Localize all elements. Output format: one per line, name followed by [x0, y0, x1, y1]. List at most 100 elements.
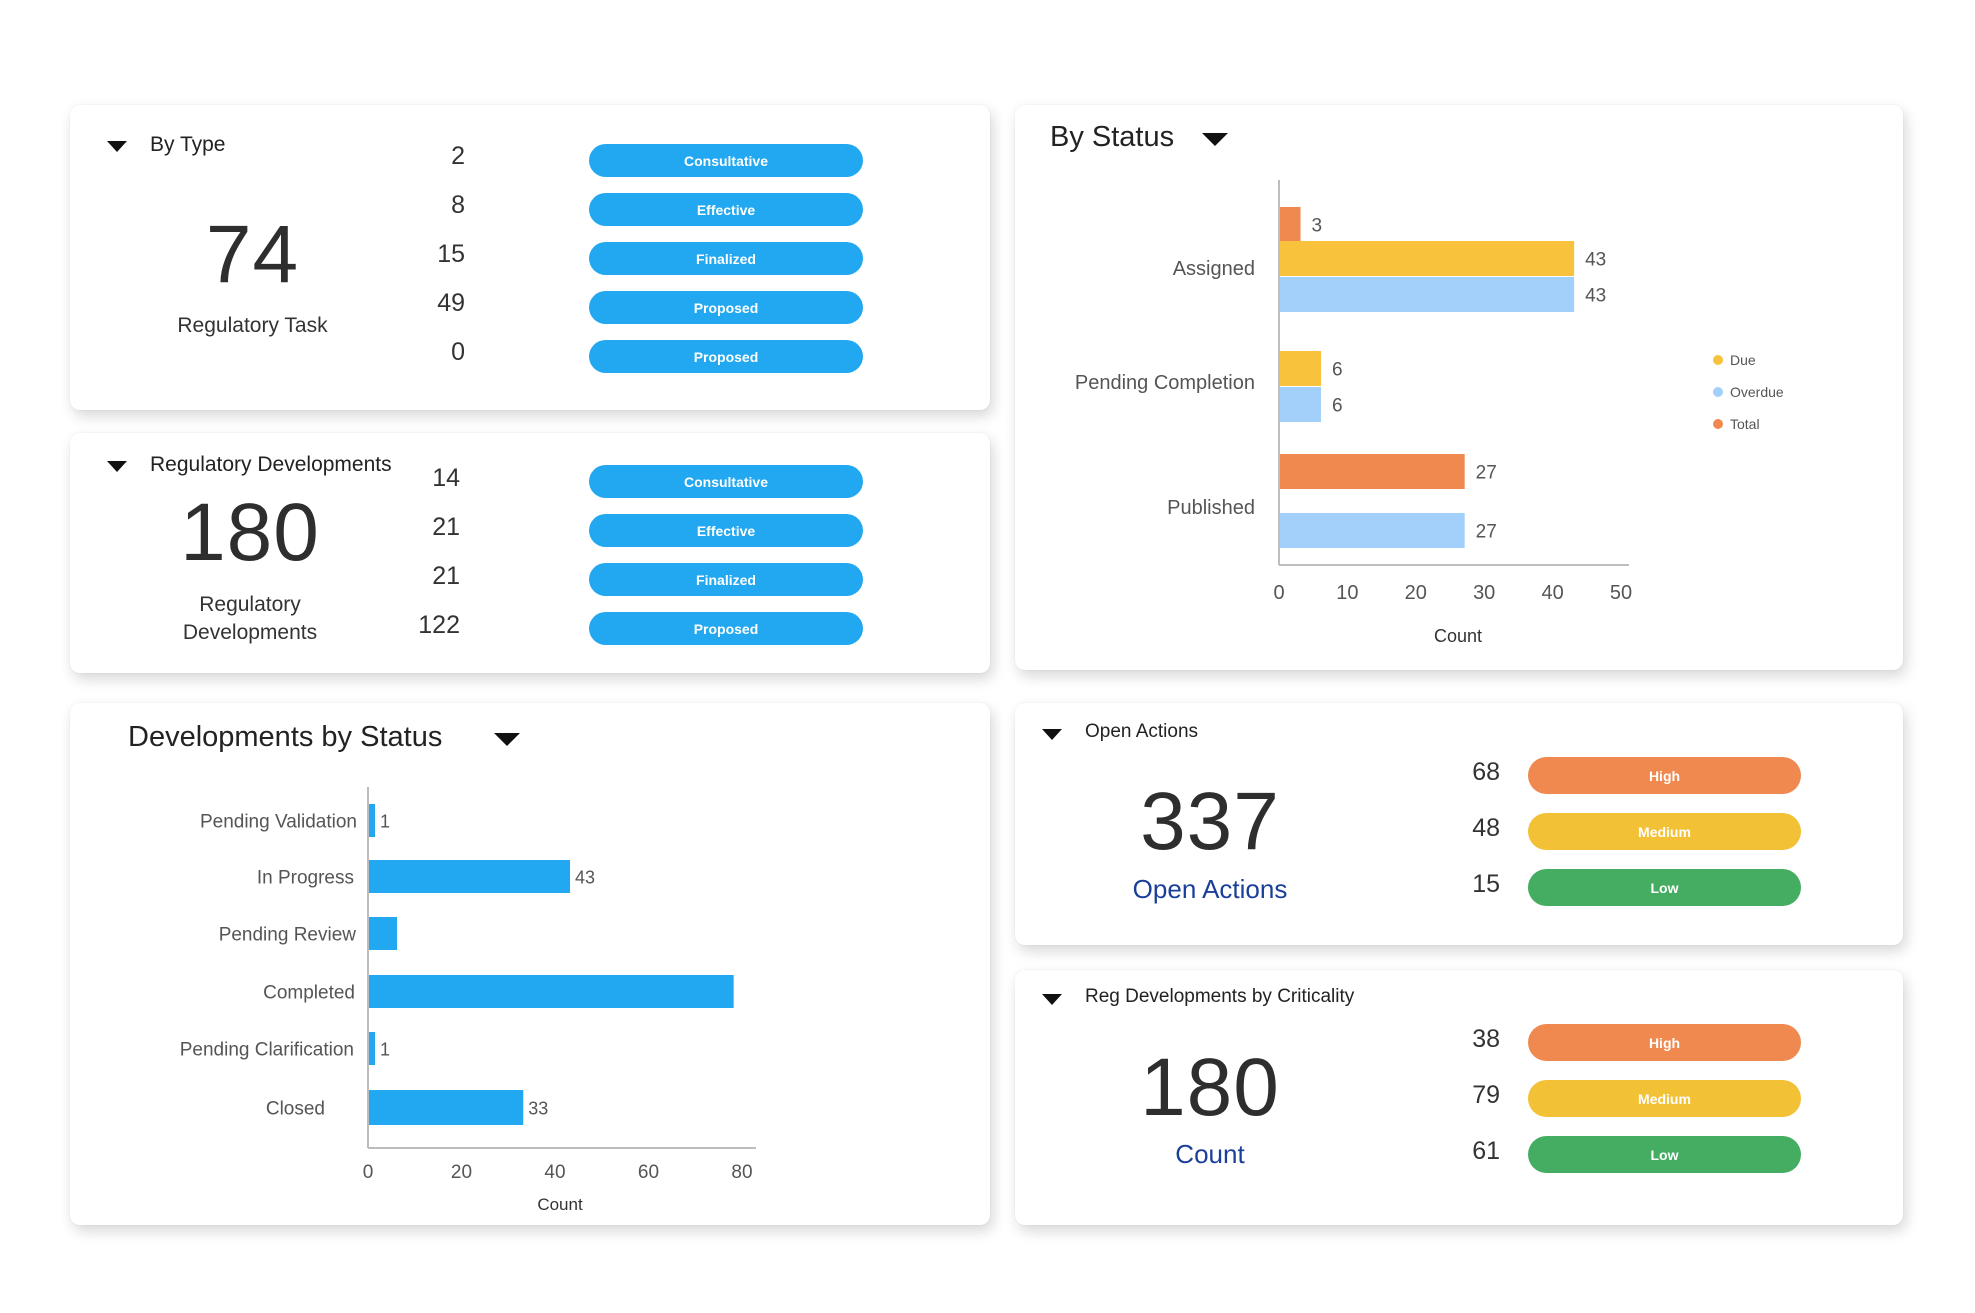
- row-count: 2: [451, 142, 465, 170]
- collapse-caret-icon[interactable]: [1042, 729, 1062, 740]
- x-tick-label: 50: [1610, 582, 1632, 604]
- row-count: 15: [1472, 870, 1500, 898]
- y-tick-label: Assigned: [1173, 258, 1255, 280]
- card-title: Regulatory Developments: [150, 453, 392, 476]
- bar-overdue[interactable]: [1280, 277, 1575, 312]
- y-tick-label: In Progress: [257, 868, 354, 889]
- legend-swatch: [1713, 355, 1723, 365]
- collapse-caret-icon[interactable]: [107, 461, 127, 472]
- status-pill[interactable]: Proposed: [589, 612, 863, 645]
- chart-title: Developments by Status: [128, 721, 443, 753]
- status-pill[interactable]: Medium: [1528, 813, 1801, 850]
- data-label: 1: [380, 1040, 390, 1060]
- developments-bar-chart: 0 20 40 60 80 Count Pending Validation 1 In Prog…: [180, 787, 756, 1214]
- total-value: 337: [1140, 776, 1280, 867]
- status-pill[interactable]: Effective: [589, 193, 863, 226]
- bar[interactable]: [369, 917, 398, 950]
- x-tick-label: 30: [1473, 582, 1495, 604]
- status-pill[interactable]: Consultative: [589, 465, 863, 498]
- x-tick-label: 0: [363, 1162, 374, 1183]
- card-title: Reg Developments by Criticality: [1085, 986, 1355, 1007]
- y-tick-label: Published: [1167, 497, 1255, 519]
- total-label: Count: [1175, 1139, 1245, 1169]
- bar[interactable]: [369, 1090, 524, 1125]
- card-title: By Type: [150, 133, 226, 156]
- total-label: Open Actions: [1132, 874, 1288, 904]
- developments-by-status-card: Developments by Status 0 20 40 60 80 Count Pen…: [70, 703, 990, 1225]
- legend-label[interactable]: Total: [1730, 416, 1760, 432]
- data-label: 3: [1312, 216, 1323, 237]
- row-count: 21: [432, 562, 460, 590]
- row-count: 68: [1472, 758, 1500, 786]
- bar-overdue[interactable]: [1280, 513, 1465, 548]
- bar[interactable]: [369, 1032, 375, 1065]
- status-pill[interactable]: Proposed: [589, 291, 863, 324]
- bar-due[interactable]: [1280, 351, 1322, 386]
- y-tick-label: Pending Review: [219, 925, 357, 946]
- total-label: Regulatory Task: [177, 314, 328, 337]
- status-pill[interactable]: Finalized: [589, 242, 863, 275]
- data-label: 27: [1476, 522, 1497, 543]
- status-pill[interactable]: Effective: [589, 514, 863, 547]
- row-count: 8: [451, 191, 465, 219]
- bar-total[interactable]: [1280, 207, 1301, 242]
- y-tick-label: Pending Clarification: [180, 1040, 354, 1061]
- bar-due[interactable]: [1280, 241, 1575, 276]
- x-tick-label: 10: [1336, 582, 1358, 604]
- legend-label[interactable]: Due: [1730, 352, 1756, 368]
- chart-title: By Status: [1050, 121, 1175, 153]
- data-label: 43: [1585, 286, 1606, 307]
- row-count: 122: [418, 611, 460, 639]
- by-type-card: By Type 74 Regulatory Task 2 Consultative…: [70, 105, 990, 410]
- status-pill[interactable]: Medium: [1528, 1080, 1801, 1117]
- status-pill[interactable]: Low: [1528, 1136, 1801, 1173]
- regulatory-developments-card: Regulatory Developments 180 Regulatory D…: [70, 433, 990, 673]
- x-tick-label: 40: [544, 1162, 565, 1183]
- y-tick-label: Completed: [263, 983, 355, 1004]
- data-label: 6: [1332, 396, 1343, 417]
- data-label: 43: [575, 868, 595, 888]
- dropdown-caret-icon[interactable]: [494, 733, 520, 746]
- legend-swatch: [1713, 387, 1723, 397]
- status-pill[interactable]: High: [1528, 757, 1801, 794]
- x-tick-label: 20: [451, 1162, 472, 1183]
- data-label: 27: [1476, 463, 1497, 484]
- x-tick-label: 0: [1273, 582, 1284, 604]
- status-pill[interactable]: Consultative: [589, 144, 863, 177]
- data-label: 1: [380, 812, 390, 832]
- x-tick-label: 60: [638, 1162, 659, 1183]
- status-pill[interactable]: Low: [1528, 869, 1801, 906]
- status-pill[interactable]: Proposed: [589, 340, 863, 373]
- y-tick-label: Pending Validation: [200, 812, 357, 833]
- row-count: 38: [1472, 1025, 1500, 1053]
- collapse-caret-icon[interactable]: [1042, 994, 1062, 1005]
- legend-swatch: [1713, 419, 1723, 429]
- x-tick-label: 20: [1405, 582, 1427, 604]
- open-actions-card: Open Actions 337 Open Actions 68 High 48 Me…: [1015, 703, 1903, 945]
- collapse-caret-icon[interactable]: [107, 141, 127, 152]
- status-pill[interactable]: High: [1528, 1024, 1801, 1061]
- data-label: 43: [1585, 250, 1606, 271]
- bar[interactable]: [369, 975, 734, 1008]
- bar[interactable]: [369, 860, 571, 893]
- row-count: 15: [437, 240, 465, 268]
- x-axis-label: Count: [537, 1195, 583, 1214]
- row-count: 0: [451, 338, 465, 366]
- row-count: 79: [1472, 1081, 1500, 1109]
- status-pill[interactable]: Finalized: [589, 563, 863, 596]
- row-count: 14: [432, 464, 460, 492]
- data-label: 6: [1332, 360, 1343, 381]
- row-count: 49: [437, 289, 465, 317]
- row-count: 61: [1472, 1137, 1500, 1165]
- data-label: 33: [528, 1099, 548, 1119]
- row-count: 48: [1472, 814, 1500, 842]
- bar[interactable]: [369, 804, 375, 837]
- x-axis-label: Count: [1434, 626, 1482, 646]
- total-label: Regulatory Developments: [182, 593, 318, 644]
- by-status-bar-chart: 0 10 20 30 40 50 Count Assigned 3 43 43 Pending Com…: [1075, 180, 1784, 646]
- x-tick-label: 80: [731, 1162, 752, 1183]
- bar-total[interactable]: [1280, 454, 1465, 489]
- legend-label[interactable]: Overdue: [1730, 384, 1784, 400]
- bar-overdue[interactable]: [1280, 387, 1322, 422]
- dropdown-caret-icon[interactable]: [1202, 133, 1228, 146]
